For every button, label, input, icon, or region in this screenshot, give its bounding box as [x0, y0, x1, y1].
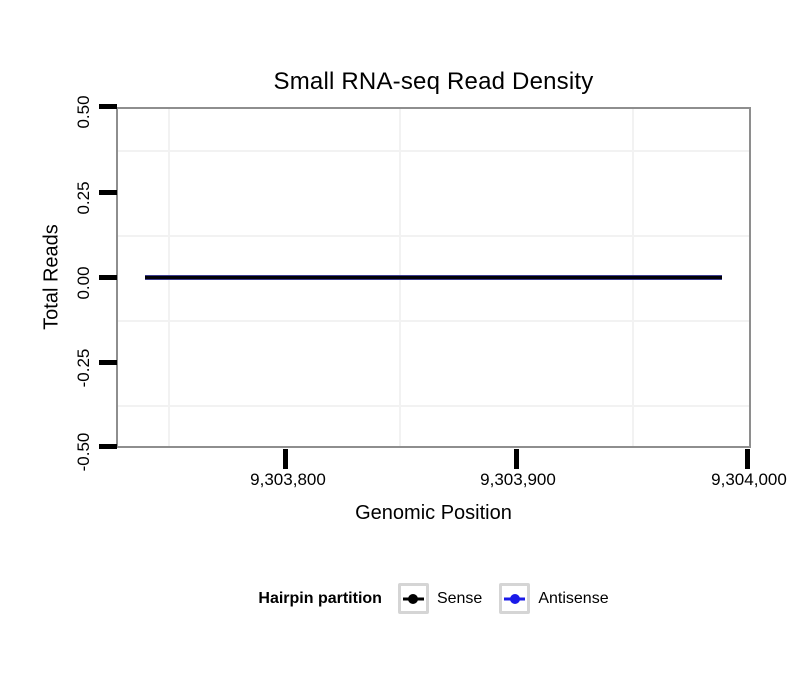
minor-gridline-horizontal [118, 405, 749, 407]
y-tick-label: 0.00 [74, 266, 93, 300]
minor-gridline-horizontal [118, 235, 749, 237]
x-tick-mark [745, 449, 750, 469]
y-tick-label: -0.25 [74, 348, 93, 388]
y-axis-title: Total Reads [40, 224, 63, 330]
x-tick-mark [283, 449, 288, 469]
x-tick-label: 9,304,000 [711, 470, 787, 489]
y-tick-label: -0.50 [74, 432, 93, 472]
y-tick-label: 0.25 [74, 181, 93, 215]
x-tick-mark [514, 449, 519, 469]
x-axis-title: Genomic Position [355, 502, 512, 524]
legend: Hairpin partition Sense Antisense [116, 583, 751, 614]
x-tick-label: 9,303,800 [250, 470, 326, 489]
y-tick-mark [99, 275, 117, 280]
legend-label-sense: Sense [436, 589, 483, 607]
y-tick-mark [99, 360, 117, 365]
antisense-point-icon [509, 593, 520, 604]
x-tick-label: 9,303,900 [480, 470, 556, 489]
y-tick-label: 0.50 [74, 95, 93, 129]
legend-title: Hairpin partition [258, 589, 382, 607]
y-tick-mark [99, 190, 117, 195]
y-tick-mark [99, 444, 117, 449]
minor-gridline-horizontal [118, 320, 749, 322]
legend-label-antisense: Antisense [538, 589, 609, 607]
legend-key-antisense [499, 583, 531, 614]
minor-gridline-horizontal [118, 150, 749, 152]
legend-key-sense [397, 583, 429, 614]
plot-panel [116, 107, 751, 448]
sense-point-icon [408, 593, 419, 604]
chart-title: Small RNA-seq Read Density [273, 68, 594, 95]
y-tick-mark [99, 104, 117, 109]
read-density-line-sense-antisense-overlap [145, 275, 722, 280]
